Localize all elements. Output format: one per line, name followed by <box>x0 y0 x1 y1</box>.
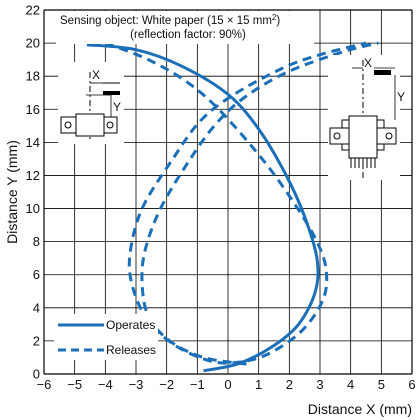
y-tick-label: 10 <box>26 201 40 216</box>
left-diagram-x-label: X <box>92 68 100 82</box>
y-tick-label: 0 <box>33 367 40 382</box>
right-diagram-y-label: Y <box>397 90 405 104</box>
y-tick-label: 20 <box>26 36 40 51</box>
x-tick-label: 6 <box>408 377 415 392</box>
y-tick-label: 2 <box>33 333 40 348</box>
x-tick-label: 1 <box>255 377 262 392</box>
y-tick-label: 18 <box>26 69 40 84</box>
series-line-operates <box>86 43 320 373</box>
x-tick-label: 4 <box>347 377 354 392</box>
x-tick-label: 2 <box>286 377 293 392</box>
x-axis-title: Distance X (mm) <box>308 401 412 417</box>
y-tick-label: 4 <box>33 300 40 315</box>
x-tick-label: −6 <box>37 377 52 392</box>
legend-label-operates: Operates <box>106 318 155 332</box>
x-tick-label: −2 <box>159 377 174 392</box>
y-tick-label: 22 <box>26 3 40 18</box>
y-tick-label: 16 <box>26 102 40 117</box>
annotation-sup: 2 <box>272 13 277 22</box>
y-axis-title: Distance Y (mm) <box>4 140 20 244</box>
annotation-line1-end: ) <box>276 15 280 27</box>
legend: Operates Releases <box>54 314 158 360</box>
y-tick-label: 14 <box>26 135 40 150</box>
x-tick-label: −1 <box>190 377 205 392</box>
legend-label-releases: Releases <box>106 343 156 357</box>
curves <box>86 41 379 373</box>
annotation: Sensing object: White paper (15 × 15 mm2… <box>56 11 314 44</box>
x-tick-label: 5 <box>378 377 385 392</box>
y-tick-label: 12 <box>26 168 40 183</box>
series-line-releases-inner <box>140 41 379 366</box>
x-tick-label: 0 <box>224 377 231 392</box>
annotation-line1: Sensing object: White paper (15 × 15 mm <box>60 15 272 27</box>
x-tick-label: 3 <box>316 377 323 392</box>
y-tick-label: 8 <box>33 234 40 249</box>
svg-text:Sensing object: White paper (1: Sensing object: White paper (15 × 15 mm2… <box>60 13 280 27</box>
x-tick-label: −3 <box>129 377 144 392</box>
x-tick-label: −5 <box>67 377 82 392</box>
y-tick-label: 6 <box>33 267 40 282</box>
x-tick-label: −4 <box>98 377 113 392</box>
left-diagram-y-label: Y <box>113 100 121 114</box>
annotation-line2: (reflection factor: 90%) <box>130 29 246 41</box>
right-diagram-x-label: X <box>364 56 372 70</box>
sensor-diagram-right: X Y <box>328 55 405 180</box>
sensor-diagram-left: X Y <box>58 62 124 144</box>
